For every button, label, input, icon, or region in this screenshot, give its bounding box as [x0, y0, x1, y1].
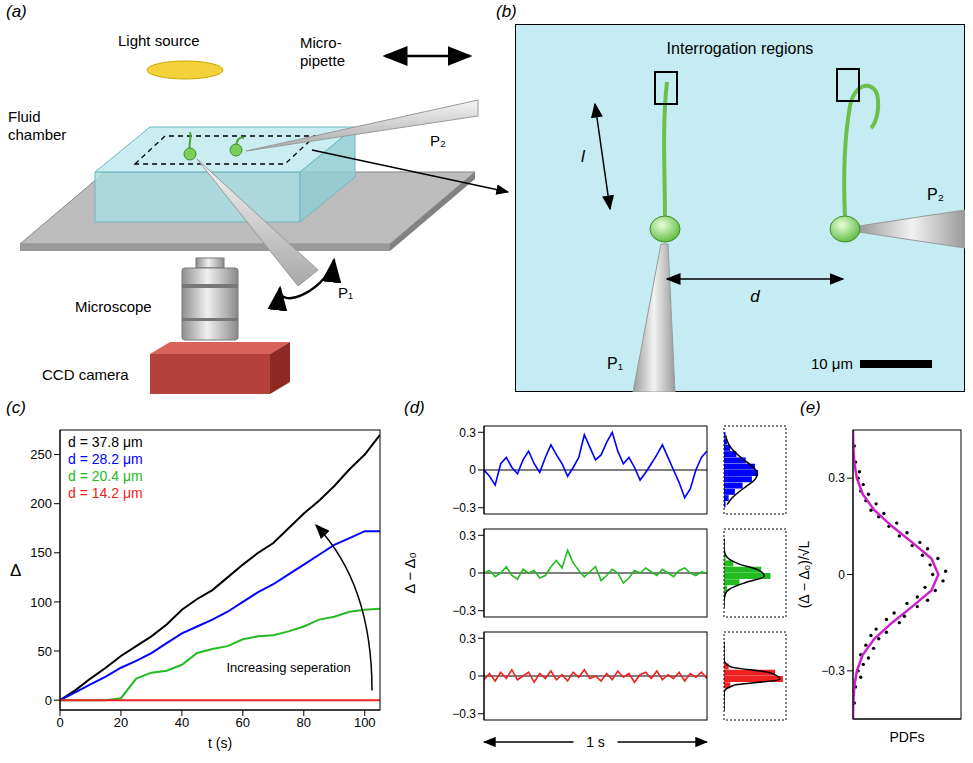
svg-text:50: 50: [38, 644, 52, 659]
svg-text:Δ − Δ₀: Δ − Δ₀: [401, 552, 418, 594]
svg-text:P₁: P₁: [607, 355, 623, 372]
html-text:d = 14.2 μm: d = 14.2 μm: [68, 485, 143, 501]
svg-text:Interrogation regions: Interrogation regions: [667, 40, 814, 57]
svg-text:P₂: P₂: [927, 186, 944, 203]
svg-text:Micro-: Micro-: [300, 34, 342, 51]
svg-text:chamber: chamber: [8, 126, 66, 143]
svg-text:d: d: [750, 287, 760, 306]
svg-text:100: 100: [354, 715, 376, 730]
svg-text:−0.3: −0.3: [452, 707, 476, 721]
svg-text:0: 0: [45, 693, 52, 708]
svg-text:0.3: 0.3: [459, 632, 476, 646]
svg-text:0: 0: [838, 568, 845, 582]
svg-text:60: 60: [236, 715, 250, 730]
svg-text:0: 0: [469, 566, 476, 580]
html-text:(c): (c): [6, 398, 26, 417]
svg-text:Fluid: Fluid: [8, 108, 41, 125]
svg-text:80: 80: [297, 715, 311, 730]
svg-text:1 s: 1 s: [586, 734, 605, 750]
svg-text:100: 100: [30, 595, 52, 610]
svg-text:0: 0: [469, 669, 476, 683]
svg-text:10 μm: 10 μm: [811, 355, 853, 372]
svg-text:0.3: 0.3: [459, 426, 476, 440]
svg-text:0: 0: [56, 715, 63, 730]
svg-text:40: 40: [175, 715, 189, 730]
svg-text:−0.3: −0.3: [821, 664, 845, 678]
html-text:(e): (e): [800, 398, 821, 417]
html-text:Increasing seperation: Increasing seperation: [226, 659, 351, 675]
svg-text:−0.3: −0.3: [452, 604, 476, 618]
svg-text:200: 200: [30, 496, 52, 511]
svg-text:0.3: 0.3: [459, 529, 476, 543]
html-text:d = 20.4 μm: d = 20.4 μm: [68, 468, 143, 484]
svg-text:(Δ − Δ₀)/√L: (Δ − Δ₀)/√L: [796, 540, 812, 608]
html-text:(d): (d): [404, 398, 425, 417]
svg-text:Microscope: Microscope: [75, 298, 152, 315]
html-text:(b): (b): [496, 2, 517, 21]
svg-text:Light source: Light source: [118, 32, 200, 49]
svg-text:0: 0: [469, 463, 476, 477]
svg-text:20: 20: [114, 715, 128, 730]
svg-text:−0.3: −0.3: [452, 501, 476, 515]
svg-text:PDFs: PDFs: [890, 729, 925, 745]
svg-text:CCD camera: CCD camera: [42, 366, 129, 383]
svg-text:250: 250: [30, 447, 52, 462]
svg-text:P₁: P₁: [338, 284, 353, 301]
svg-text:Δ: Δ: [10, 561, 21, 580]
svg-text:l: l: [581, 147, 586, 166]
svg-text:t (s): t (s): [208, 735, 232, 751]
html-text:d = 28.2 μm: d = 28.2 μm: [68, 451, 143, 467]
svg-text:pipette: pipette: [300, 52, 345, 69]
html-text:d = 37.8 μm: d = 37.8 μm: [68, 434, 143, 450]
html-text:(a): (a): [6, 2, 27, 21]
svg-text:P₂: P₂: [430, 132, 446, 149]
svg-text:150: 150: [30, 545, 52, 560]
svg-text:0.3: 0.3: [828, 471, 845, 485]
